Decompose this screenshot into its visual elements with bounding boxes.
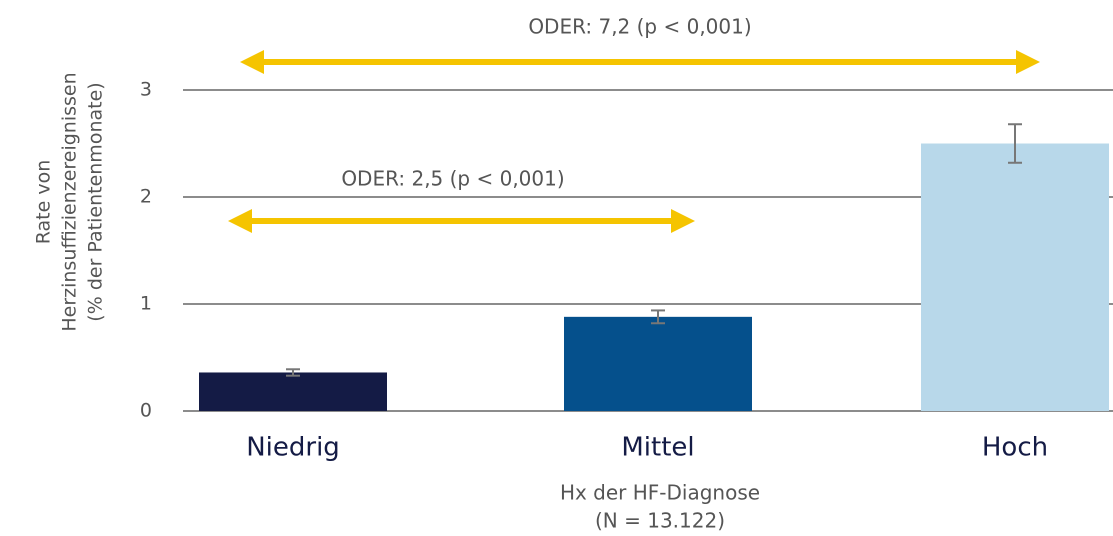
x-axis-label: (N = 13.122) <box>595 509 725 533</box>
annotation: ODER: 2,5 (p < 0,001) <box>341 167 564 191</box>
error-bar <box>286 368 300 377</box>
y-tick-label: 3 <box>140 79 152 101</box>
y-axis-label: Herzinsuffizienzereignissen <box>59 72 81 331</box>
error-bar <box>1008 123 1022 164</box>
x-tick-label: Niedrig <box>246 433 340 463</box>
error-bar <box>651 309 665 325</box>
annotation: ODER: 7,2 (p < 0,001) <box>528 15 751 39</box>
bar <box>921 143 1109 411</box>
y-tick-label: 2 <box>140 186 152 208</box>
y-axis-label: (% der Patientenmonate) <box>85 82 107 321</box>
y-axis-label: Rate von <box>33 160 55 245</box>
y-tick-label: 0 <box>140 400 152 422</box>
x-tick-label: Mittel <box>621 433 694 463</box>
bar <box>564 316 752 411</box>
bar <box>199 372 387 411</box>
y-tick-label: 1 <box>140 293 152 315</box>
x-tick-label: Hoch <box>982 433 1048 463</box>
x-axis-label: Hx der HF-Diagnose <box>560 481 760 505</box>
